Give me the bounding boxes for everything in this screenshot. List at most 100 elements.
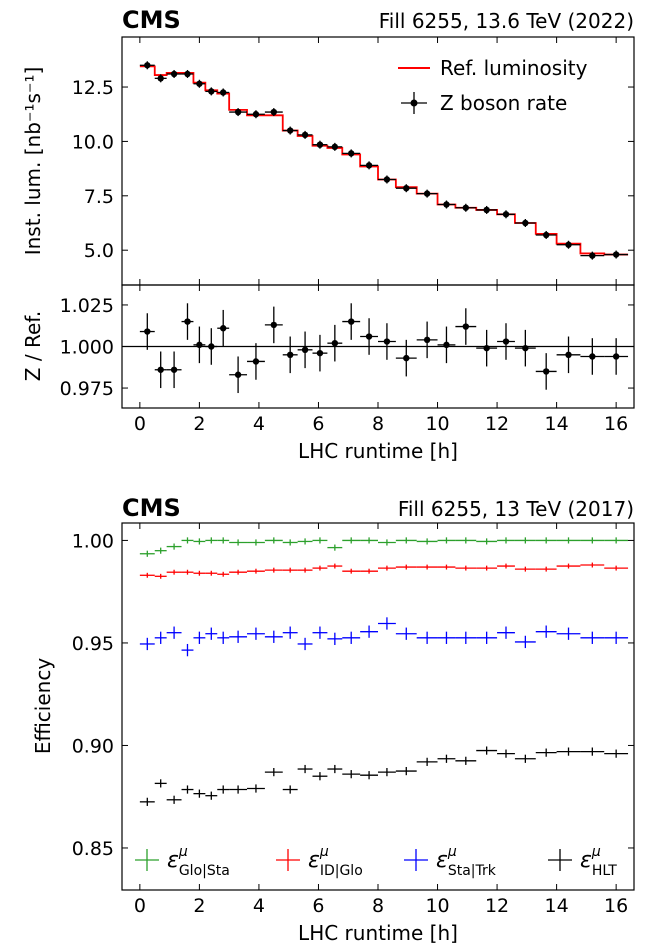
data-point xyxy=(455,631,477,644)
marker xyxy=(383,176,391,183)
data-point xyxy=(181,569,194,575)
data-point xyxy=(360,318,378,355)
x-tick-label: 2 xyxy=(193,895,205,917)
data-point xyxy=(154,74,167,83)
data-point xyxy=(217,537,230,544)
data-point xyxy=(193,79,206,88)
y-tick-label: 1.00 xyxy=(72,530,114,552)
y-tick-label: 0.975 xyxy=(60,378,114,400)
data-point xyxy=(297,637,313,651)
data-point xyxy=(476,205,498,214)
marker xyxy=(270,108,278,116)
data-point xyxy=(154,631,167,644)
marker xyxy=(365,162,373,169)
x-tick-label: 8 xyxy=(372,895,384,917)
marker xyxy=(301,346,309,354)
data-point xyxy=(166,351,182,389)
marker xyxy=(157,366,164,373)
ratio-y-ticks: 0.975 1.000 1.025 xyxy=(60,295,634,400)
lumi-plot-area xyxy=(139,61,629,260)
marker xyxy=(196,341,203,349)
marker xyxy=(286,127,294,134)
eff-x-axis-label: LHC runtime [h] xyxy=(298,921,458,945)
marker xyxy=(331,143,339,151)
marker xyxy=(483,344,490,352)
data-point xyxy=(342,537,361,544)
marker xyxy=(316,141,324,148)
x-tick-label: 0 xyxy=(134,895,146,917)
data-point xyxy=(264,630,283,643)
data-point xyxy=(327,764,343,774)
marker xyxy=(252,358,260,365)
data-point xyxy=(437,564,456,570)
data-point xyxy=(476,746,498,755)
data-point xyxy=(416,564,438,570)
data-point xyxy=(604,537,629,544)
bottom-experiment-label: CMS xyxy=(122,494,181,522)
top-fill-label: Fill 6255, 13.6 TeV (2022) xyxy=(379,9,634,33)
data-point xyxy=(437,200,456,209)
x-tick-label: 14 xyxy=(545,413,569,435)
legend-label: εμ ID|Glo xyxy=(308,844,363,879)
data-point xyxy=(247,568,265,574)
data-point xyxy=(166,69,182,78)
data-point xyxy=(514,537,536,544)
data-point xyxy=(205,570,218,576)
legend-z-label: Z boson rate xyxy=(440,91,567,115)
y-tick-label: 7.5 xyxy=(84,186,114,208)
data-point xyxy=(154,547,167,554)
y-tick-label: 0.85 xyxy=(72,838,114,860)
lumi-x-ticks xyxy=(139,37,617,285)
data-point xyxy=(395,627,417,640)
marker xyxy=(483,206,490,214)
data-point xyxy=(455,565,477,571)
legend-ref-label: Ref. luminosity xyxy=(440,56,588,80)
data-point xyxy=(497,563,515,569)
legend-label: εμ Sta|Trk xyxy=(436,844,497,879)
data-point xyxy=(514,219,536,227)
data-point xyxy=(556,747,581,756)
data-point xyxy=(497,749,515,758)
marker xyxy=(157,75,164,82)
data-point xyxy=(282,336,298,374)
marker xyxy=(589,353,596,360)
data-point xyxy=(497,323,515,360)
data-point xyxy=(416,538,438,545)
efficiency-panel: CMS Fill 6255, 13 TeV (2017) 0.85 0.90 0.9… xyxy=(31,494,635,945)
legend-entry: εμ ID|Glo xyxy=(276,844,363,879)
data-point xyxy=(580,562,605,568)
marker xyxy=(383,338,391,345)
data-point xyxy=(166,543,182,550)
y-tick-label: 0.90 xyxy=(72,735,114,757)
marker xyxy=(462,204,470,211)
data-point xyxy=(166,626,182,639)
y-tick-label: 10.0 xyxy=(72,131,114,153)
y-tick-label: 1.000 xyxy=(60,337,114,359)
data-point xyxy=(217,631,230,644)
marker xyxy=(316,349,324,357)
marker xyxy=(565,241,572,248)
data-point xyxy=(247,784,265,793)
data-point xyxy=(437,326,456,364)
data-point xyxy=(342,303,361,340)
x-tick-label: 12 xyxy=(485,413,509,435)
marker xyxy=(423,336,431,344)
marker xyxy=(522,219,529,227)
x-tick-label: 0 xyxy=(134,413,146,435)
data-point xyxy=(395,766,417,776)
data-point xyxy=(205,328,218,365)
data-point xyxy=(181,643,194,657)
data-point xyxy=(580,537,605,544)
marker xyxy=(331,339,339,347)
x-tick-label: 8 xyxy=(372,413,384,435)
x-tick-label: 16 xyxy=(604,895,628,917)
data-point xyxy=(193,326,206,364)
data-point xyxy=(580,631,605,644)
data-point xyxy=(264,768,283,777)
data-point xyxy=(514,754,536,763)
data-point xyxy=(312,626,328,639)
data-point xyxy=(476,329,498,367)
data-point xyxy=(360,537,378,544)
ratio-y-axis-label: Z / Ref. xyxy=(21,311,45,381)
